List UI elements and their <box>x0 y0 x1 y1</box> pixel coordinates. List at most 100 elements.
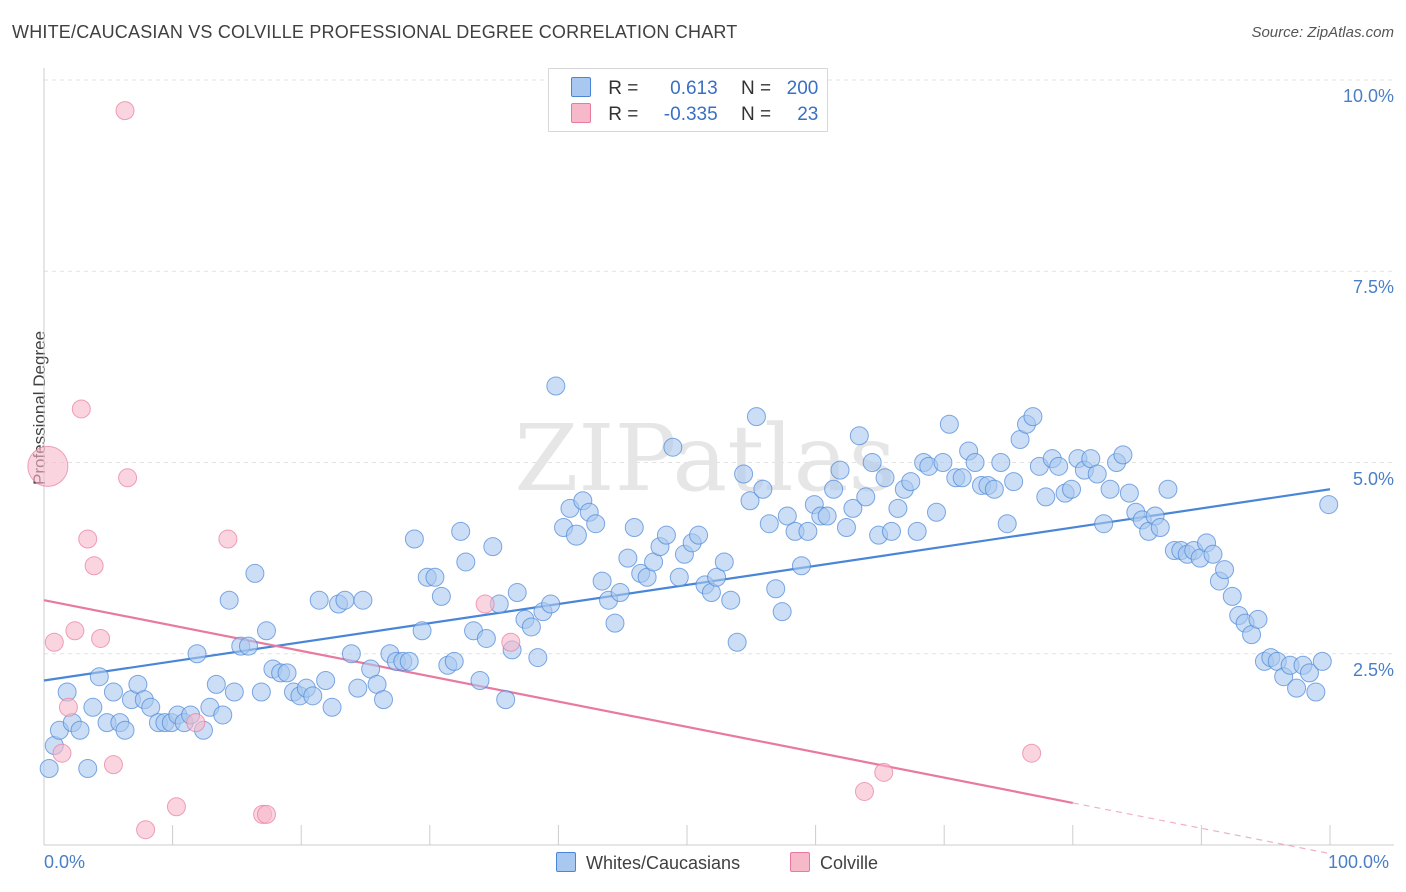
whites-point <box>1036 487 1056 507</box>
colville-point <box>218 529 238 549</box>
whites-point <box>303 686 323 706</box>
colville-point <box>65 621 85 641</box>
whites-point <box>483 537 503 557</box>
whites-point <box>753 479 773 499</box>
whites-point <box>907 521 927 541</box>
whites-point <box>251 682 271 702</box>
trend-lines <box>43 488 1331 855</box>
whites-point <box>997 514 1017 534</box>
whites-point <box>348 678 368 698</box>
whites-point <box>1215 560 1235 580</box>
stats-legend: R = 0.613 N = 200 R = -0.335 N = 23 <box>548 68 828 132</box>
whites-point <box>1087 464 1107 484</box>
whites-point <box>83 697 103 717</box>
whites-point <box>605 613 625 633</box>
whites-point <box>663 437 683 457</box>
whites-point <box>592 571 612 591</box>
whites-point <box>476 628 496 648</box>
whites-point <box>374 690 394 710</box>
legend-row-colville: R = -0.335 N = 23 <box>571 103 818 127</box>
whites-point <box>991 453 1011 472</box>
whites-point <box>888 498 908 518</box>
whites-point <box>740 491 760 511</box>
whites-point <box>238 636 258 656</box>
whites-point <box>746 407 766 427</box>
whites-point <box>103 682 123 702</box>
whites-point <box>984 479 1004 499</box>
whites-point <box>187 644 207 664</box>
colville-point <box>78 529 98 549</box>
legend-r-value: -0.335 <box>663 104 718 125</box>
whites-point <box>798 521 818 541</box>
colville-point <box>1022 743 1042 763</box>
whites-point <box>624 518 644 538</box>
bottom-legend-whites: Whites/Caucasians <box>556 852 740 874</box>
whites-point <box>610 583 630 603</box>
colville-point <box>118 468 138 488</box>
whites-point <box>277 663 297 683</box>
whites-point <box>1306 682 1326 702</box>
legend-r-value: 0.613 <box>670 78 718 99</box>
whites-point <box>618 548 638 568</box>
whites-point <box>1004 472 1024 492</box>
whites-point <box>309 590 329 610</box>
y-tick-label: 7.5% <box>1352 277 1394 298</box>
legend-swatch-whites <box>571 77 591 97</box>
colville-point <box>27 445 69 487</box>
whites-point <box>444 651 464 671</box>
colville-point <box>71 399 91 419</box>
whites-point <box>772 602 792 622</box>
x-tick-min: 0.0% <box>44 852 86 872</box>
colville-point <box>166 797 186 817</box>
whites-point <box>353 590 373 610</box>
whites-trend-line <box>43 488 1331 682</box>
y-tick-label: 10.0% <box>1342 86 1394 106</box>
colville-trend-line <box>43 599 1074 805</box>
whites-point <box>404 529 424 549</box>
whites-point <box>1222 586 1242 606</box>
whites-point <box>322 697 342 717</box>
colville-point <box>52 743 72 763</box>
whites-point <box>965 453 985 472</box>
whites-point <box>399 651 419 671</box>
whites-point <box>791 556 811 576</box>
whites-point <box>1158 479 1178 499</box>
whites-point <box>541 594 561 614</box>
whites-point <box>70 720 90 740</box>
colville-point <box>854 781 874 801</box>
whites-point <box>451 521 471 541</box>
whites-point <box>901 472 921 492</box>
whites-point <box>206 674 226 694</box>
colville-point <box>136 820 156 840</box>
whites-point <box>219 590 239 610</box>
whites-point <box>875 468 895 488</box>
colville-point <box>44 632 64 652</box>
whites-point <box>1113 445 1133 465</box>
whites-point <box>565 524 587 546</box>
whites-point <box>836 518 856 538</box>
whites-point <box>528 648 548 668</box>
whites-point <box>759 514 779 534</box>
legend-n-value: 23 <box>797 104 819 125</box>
legend-swatch-colville <box>571 103 591 123</box>
whites-point <box>89 667 109 687</box>
colville-point <box>103 755 123 775</box>
whites-point <box>926 502 946 522</box>
whites-point <box>1203 544 1223 564</box>
whites-point <box>316 671 336 691</box>
whites-point <box>862 453 882 472</box>
whites-point <box>335 590 355 610</box>
whites-point <box>1150 518 1170 538</box>
whites-point <box>952 468 972 488</box>
whites-point <box>689 525 709 545</box>
whites-point <box>939 414 959 434</box>
whites-point <box>830 460 850 480</box>
whites-point <box>39 759 59 778</box>
colville-point <box>475 594 495 614</box>
x-tick-max: 100.0% <box>1328 852 1390 872</box>
whites-point <box>1287 678 1307 698</box>
whites-point <box>1119 483 1139 503</box>
whites-point <box>714 552 734 572</box>
whites-point <box>824 479 844 499</box>
colville-point <box>186 713 206 733</box>
